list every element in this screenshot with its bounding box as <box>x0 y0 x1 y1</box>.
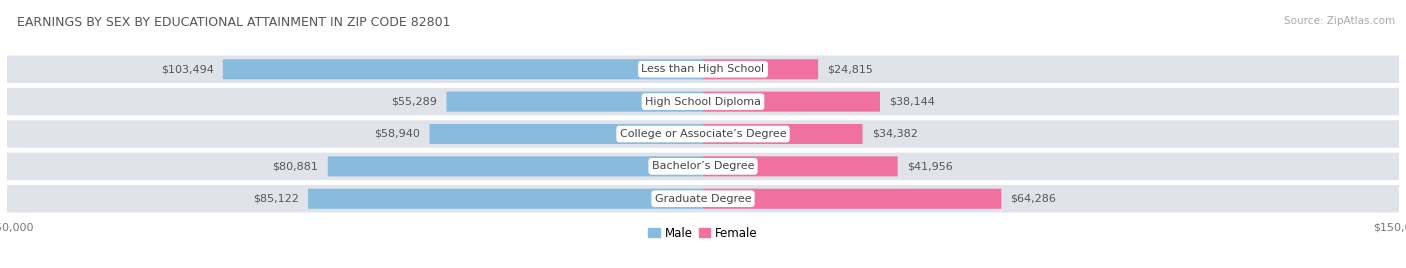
Text: $103,494: $103,494 <box>160 64 214 74</box>
FancyBboxPatch shape <box>328 156 703 176</box>
FancyBboxPatch shape <box>429 124 703 144</box>
FancyBboxPatch shape <box>222 59 703 79</box>
FancyBboxPatch shape <box>7 120 1399 148</box>
Text: $64,286: $64,286 <box>1011 194 1056 204</box>
Text: Bachelor’s Degree: Bachelor’s Degree <box>652 161 754 171</box>
Text: $38,144: $38,144 <box>889 97 935 107</box>
Legend: Male, Female: Male, Female <box>644 222 762 245</box>
FancyBboxPatch shape <box>703 92 880 112</box>
FancyBboxPatch shape <box>7 152 1399 180</box>
Text: $80,881: $80,881 <box>273 161 318 171</box>
Text: $58,940: $58,940 <box>374 129 420 139</box>
Text: $34,382: $34,382 <box>872 129 918 139</box>
Text: High School Diploma: High School Diploma <box>645 97 761 107</box>
Text: College or Associate’s Degree: College or Associate’s Degree <box>620 129 786 139</box>
FancyBboxPatch shape <box>7 88 1399 116</box>
Text: $24,815: $24,815 <box>827 64 873 74</box>
FancyBboxPatch shape <box>703 189 1001 209</box>
FancyBboxPatch shape <box>7 55 1399 83</box>
Text: Less than High School: Less than High School <box>641 64 765 74</box>
FancyBboxPatch shape <box>7 185 1399 213</box>
FancyBboxPatch shape <box>703 156 897 176</box>
Text: $55,289: $55,289 <box>391 97 437 107</box>
Text: EARNINGS BY SEX BY EDUCATIONAL ATTAINMENT IN ZIP CODE 82801: EARNINGS BY SEX BY EDUCATIONAL ATTAINMEN… <box>17 16 450 29</box>
Text: Graduate Degree: Graduate Degree <box>655 194 751 204</box>
FancyBboxPatch shape <box>703 124 862 144</box>
Text: $41,956: $41,956 <box>907 161 953 171</box>
FancyBboxPatch shape <box>447 92 703 112</box>
Text: Source: ZipAtlas.com: Source: ZipAtlas.com <box>1284 16 1395 26</box>
FancyBboxPatch shape <box>308 189 703 209</box>
Text: $85,122: $85,122 <box>253 194 298 204</box>
FancyBboxPatch shape <box>703 59 818 79</box>
